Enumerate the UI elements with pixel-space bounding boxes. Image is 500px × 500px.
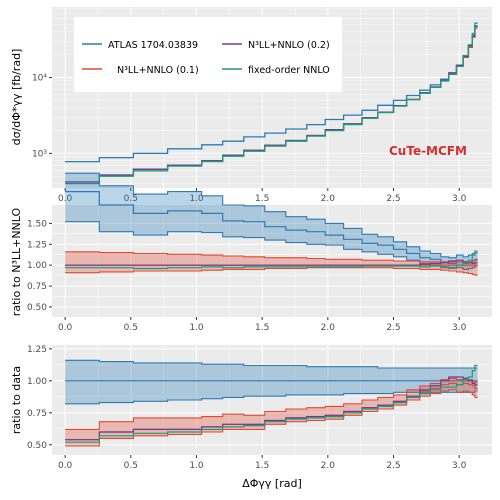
main-x-tick-label: 0.5 — [124, 194, 138, 204]
cute-mcfm-watermark: CuTe-MCFM — [389, 144, 467, 158]
main-panel: 10³ 10⁴ 0.0 0.5 1.0 1.5 2.0 2.5 3.0 dσ/dΦ*γγ [f… — [10, 7, 492, 204]
ratio-n3ll-y-tick-label: 1.00 — [27, 261, 47, 271]
ratio-n3ll-y-ticks: 0.50 0.75 1.00 1.25 1.50 — [27, 219, 52, 313]
ratio-n3ll-x-tick-label: 3.0 — [452, 323, 467, 333]
ratio-n3ll-panel: 0.50 0.75 1.00 1.25 1.50 0.0 0.5 1.0 1.5 2.0 2.5 3… — [10, 172, 492, 333]
legend-label-atlas: ATLAS 1704.03839 — [108, 40, 198, 51]
ratio-n3ll-band-fill-1 — [65, 251, 478, 276]
ratio-data-x-ticks: 0.0 0.5 1.0 1.5 2.0 2.5 3.0 — [58, 455, 467, 471]
ratio-data-panel: 0.50 0.75 1.00 1.25 0.0 0.5 1.0 1.5 2.0 2.5 3.0 r… — [10, 345, 492, 490]
ratio-data-band-fill-0 — [65, 360, 478, 404]
ratio-data-band-high-0 — [65, 359, 478, 369]
legend-box — [74, 17, 342, 92]
ratio-data-line-1 — [65, 364, 478, 443]
ratio-n3ll-y-tick-label: 0.75 — [27, 282, 47, 292]
ratio-n3ll-band-high-0 — [65, 172, 478, 259]
main-x-tick-label: 0.0 — [58, 194, 73, 204]
ratio-data-x-tick-label: 0.0 — [58, 461, 73, 471]
ratio-data-x-tick-label: 2.0 — [321, 461, 336, 471]
ratio-n3ll-x-tick-label: 2.0 — [321, 323, 336, 333]
ratio-n3ll-y-tick-label: 0.50 — [27, 303, 47, 313]
ratio-n3ll-band-high-1 — [65, 251, 478, 263]
main-x-tick-label: 1.0 — [189, 194, 204, 204]
main-x-ticks: 0.0 0.5 1.0 1.5 2.0 2.5 3.0 — [58, 188, 467, 204]
main-x-tick-label: 2.0 — [321, 194, 336, 204]
main-y-axis-title: dσ/dΦ*γγ [fb/rad] — [10, 49, 23, 146]
ratio-data-y-tick-label: 0.50 — [27, 441, 47, 451]
ratio-n3ll-x-tick-label: 0.0 — [58, 323, 73, 333]
ratio-data-series-group — [65, 359, 478, 447]
main-x-tick-label: 1.5 — [255, 194, 269, 204]
legend-label-n3ll-02: N³LL+NNLO (0.2) — [248, 40, 330, 51]
main-series-group — [65, 22, 478, 185]
ratio-data-y-tick-label: 0.75 — [27, 409, 47, 419]
ratio-n3ll-series-group — [65, 172, 478, 276]
main-x-tick-label: 3.0 — [452, 194, 467, 204]
main-y-tick-label: 10³ — [32, 149, 47, 159]
ratio-n3ll-band-fill-0 — [65, 173, 478, 270]
ratio-data-x-tick-label: 1.5 — [255, 461, 269, 471]
ratio-data-x-tick-label: 1.0 — [189, 461, 204, 471]
x-axis-title: ΔΦγγ [rad] — [242, 477, 302, 490]
ratio-data-y-tick-label: 1.00 — [27, 377, 47, 387]
legend-label-n3ll-01: N³LL+NNLO (0.1) — [117, 65, 199, 76]
ratio-data-x-tick-label: 0.5 — [124, 461, 138, 471]
ratio-n3ll-x-tick-label: 1.0 — [189, 323, 204, 333]
main-series-line-3 — [65, 22, 478, 185]
main-x-tick-label: 2.5 — [386, 194, 400, 204]
ratio-n3ll-y-axis-title: ratio to N³LL+NNLO — [10, 207, 23, 316]
ratio-data-x-tick-label: 3.0 — [452, 461, 467, 471]
legend-label-fixed-order: fixed-order NNLO — [248, 65, 330, 76]
ratio-n3ll-x-tick-label: 2.5 — [386, 323, 400, 333]
ratio-n3ll-x-tick-label: 0.5 — [124, 323, 138, 333]
ratio-data-y-axis-title: ratio to data — [10, 366, 23, 434]
ratio-n3ll-y-tick-label: 1.25 — [27, 240, 47, 250]
ratio-data-y-tick-label: 1.25 — [27, 345, 47, 355]
legend: ATLAS 1704.03839 N³LL+NNLO (0.1) N³LL+NN… — [74, 17, 342, 92]
main-y-ticks: 10³ 10⁴ — [32, 74, 52, 159]
ratio-n3ll-x-ticks: 0.0 0.5 1.0 1.5 2.0 2.5 3.0 — [58, 317, 467, 333]
main-y-tick-label: 10⁴ — [32, 74, 47, 84]
ratio-n3ll-line-1 — [65, 252, 478, 270]
ratio-n3ll-y-tick-label: 1.50 — [27, 219, 47, 229]
ratio-n3ll-band-low-1 — [65, 267, 478, 276]
ratio-data-x-tick-label: 2.5 — [386, 461, 400, 471]
ratio-n3ll-x-tick-label: 1.5 — [255, 323, 269, 333]
ratio-n3ll-band-low-0 — [65, 221, 478, 270]
ratio-data-y-ticks: 0.50 0.75 1.00 1.25 — [27, 345, 52, 451]
